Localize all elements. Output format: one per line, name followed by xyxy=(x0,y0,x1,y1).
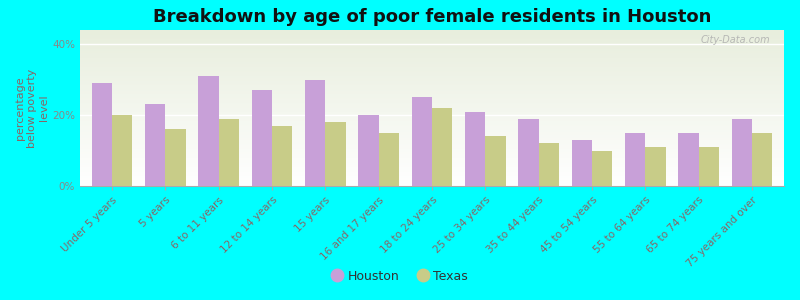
Bar xyxy=(378,133,399,186)
Bar xyxy=(518,118,538,186)
Bar xyxy=(198,76,218,186)
Bar xyxy=(732,118,752,186)
Bar xyxy=(326,122,346,186)
Bar xyxy=(145,104,166,186)
Legend: Houston, Texas: Houston, Texas xyxy=(327,265,473,288)
Title: Breakdown by age of poor female residents in Houston: Breakdown by age of poor female resident… xyxy=(153,8,711,26)
Bar xyxy=(305,80,326,186)
Bar xyxy=(538,143,559,186)
Bar xyxy=(592,151,612,186)
Bar xyxy=(166,129,186,186)
Bar xyxy=(252,90,272,186)
Bar xyxy=(465,112,486,186)
Bar xyxy=(625,133,646,186)
Bar xyxy=(646,147,666,186)
Bar xyxy=(698,147,719,186)
Bar xyxy=(486,136,506,186)
Bar xyxy=(412,98,432,186)
Bar xyxy=(112,115,132,186)
Bar xyxy=(678,133,698,186)
Text: City-Data.com: City-Data.com xyxy=(700,35,770,45)
Bar xyxy=(92,83,112,186)
Bar xyxy=(358,115,378,186)
Y-axis label: percentage
below poverty
level: percentage below poverty level xyxy=(14,68,50,148)
Bar xyxy=(272,126,292,186)
Bar xyxy=(432,108,452,186)
Bar xyxy=(218,118,239,186)
Bar xyxy=(752,133,772,186)
Bar xyxy=(572,140,592,186)
